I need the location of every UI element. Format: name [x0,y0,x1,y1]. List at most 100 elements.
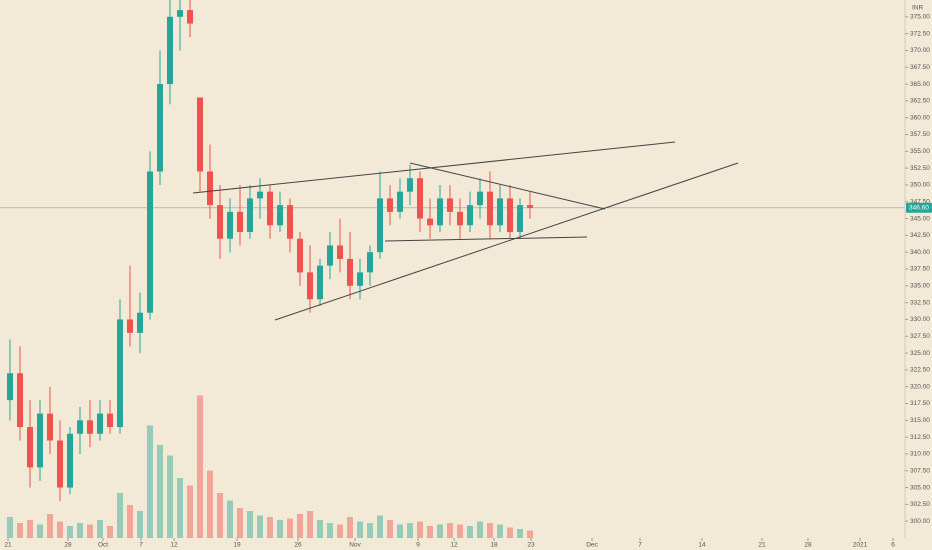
volume-bar [237,508,243,538]
volume-bar [497,524,503,538]
candle-body [27,427,33,468]
last-price-label: 346.60 [909,205,929,212]
candle-body [7,373,13,401]
volume-bar [87,524,93,538]
candle-body [137,312,143,333]
volume-bar [207,470,213,538]
y-tick-label: 305.00 [910,484,930,491]
volume-bar [307,511,313,538]
volume-bar [387,520,393,538]
x-tick-label: 28 [64,542,72,549]
candle-body [57,440,63,488]
y-tick-label: 362.50 [910,98,930,105]
y-tick-label: 315.00 [910,417,930,424]
x-tick-label: 7 [139,542,143,549]
x-tick-label: 7 [638,542,642,549]
candle-body [467,205,473,226]
volume-bar [297,514,303,538]
candle-body [367,252,373,273]
volume-bar [167,455,173,538]
volume-bar [177,478,183,538]
volume-bar [277,520,283,538]
volume-bar [17,523,23,538]
y-tick-label: 312.50 [910,434,930,441]
volume-bar [447,523,453,538]
trendline [192,141,676,194]
volume-bar [197,395,203,538]
volume-bar [467,526,473,538]
candle-body [327,245,333,266]
volume-bar [137,511,143,538]
volume-bar [477,521,483,538]
y-tick-label: 347.50 [910,198,930,205]
y-tick-label: 370.00 [910,47,930,54]
trendline [274,162,739,321]
candle-body [307,272,313,300]
x-tick-label: 18 [490,542,498,549]
candle-body [127,319,133,333]
y-tick-label: 345.00 [910,215,930,222]
candle-body [527,205,533,208]
candle-body [517,205,523,233]
candle-body [337,245,343,259]
y-tick-label: 372.50 [910,30,930,37]
volume-bar [127,505,133,538]
y-tick-label: 337.50 [910,266,930,273]
candle-body [267,191,273,226]
x-tick-label: 26 [294,542,302,549]
volume-bar [147,425,153,538]
volume-bar [327,523,333,538]
y-tick-label: 317.50 [910,400,930,407]
x-tick-label: 6 [891,542,895,549]
candle-body [447,198,453,212]
volume-bar [517,529,523,538]
volume-bar [117,493,123,538]
candle-body [507,198,513,233]
volume-bar [367,523,373,538]
volume-bar [527,530,533,538]
x-tick-label: 28 [804,542,812,549]
x-tick-label: Nov [349,542,361,549]
volume-bar [427,526,433,538]
last-price-box [906,202,932,213]
candle-body [297,238,303,273]
volume-bar [37,524,43,538]
x-tick-label: Oct [98,542,108,549]
y-tick-label: 320.00 [910,383,930,390]
x-tick-label: 14 [698,542,706,549]
volume-bar [287,518,293,538]
candle-body [17,373,23,428]
candle-body [477,191,483,206]
volume-bar [107,526,113,538]
y-tick-label: 355.00 [910,148,930,155]
y-tick-label: 325.00 [910,350,930,357]
y-tick-label: 340.00 [910,249,930,256]
trendlines [192,141,739,321]
candle-body [177,10,183,17]
candle-body [107,413,113,428]
candle-body [217,205,223,239]
y-tick-label: 302.50 [910,501,930,508]
currency-label: INR [912,5,924,12]
candle-body [237,211,243,233]
y-tick-label: 352.50 [910,165,930,172]
volume-bar [157,445,163,538]
candle-body [437,198,443,226]
volume-bar [417,521,423,538]
trendline [384,236,588,242]
candle-body [357,272,363,286]
y-tick-label: 327.50 [910,333,930,340]
volume-bar [97,520,103,538]
candle-body [497,198,503,226]
y-tick-label: 335.00 [910,283,930,290]
candle-body [457,211,463,226]
x-tick-label: 12 [450,542,458,549]
volume-bar [27,520,33,538]
candle-body [37,413,43,468]
x-tick-label: 2021 [853,542,868,549]
candle-body [87,420,93,434]
volume-bar [47,514,53,538]
x-tick-label: 12 [170,542,178,549]
